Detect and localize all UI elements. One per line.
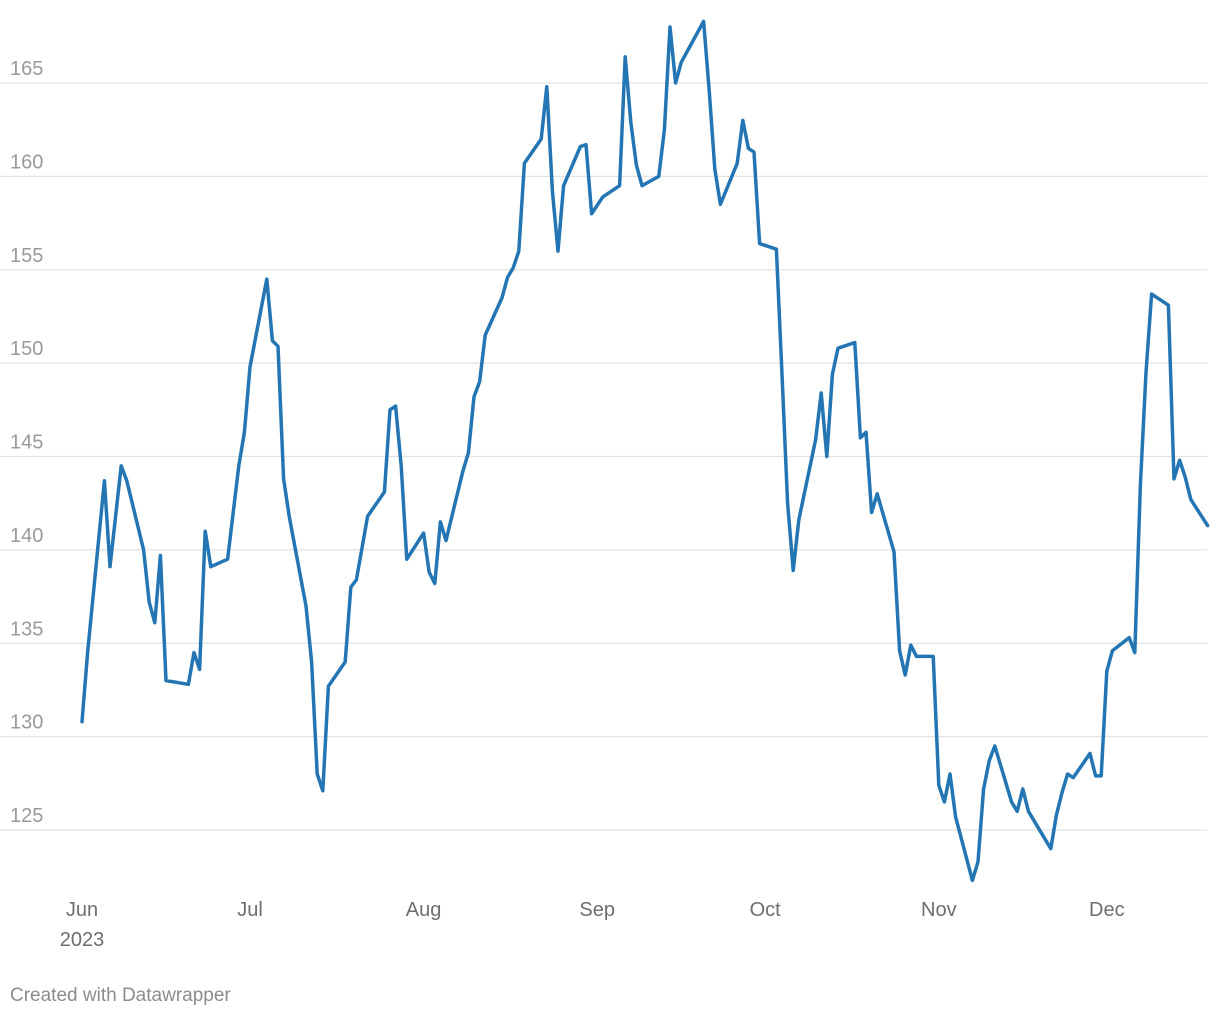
x-tick-label-jul: Jul	[237, 899, 263, 921]
y-tick-label-150: 150	[10, 338, 43, 360]
y-tick-label-160: 160	[10, 151, 43, 173]
series-layer	[80, 19, 1210, 883]
x-tick-label-jun: Jun	[66, 899, 98, 921]
series-line-0	[80, 19, 1210, 883]
line-chart: 125 130 135 140 145 150 155 160 165 Jun 2023 Jul Au…	[0, 19, 1210, 951]
y-tick-label-140: 140	[10, 525, 43, 547]
footer-credit: Created with Datawrapper	[10, 985, 231, 1006]
y-tick-label-125: 125	[10, 805, 43, 827]
x-tick-sublabel-year: 2023	[60, 929, 105, 951]
y-axis-tick-labels: 125 130 135 140 145 150 155 160 165	[10, 58, 43, 827]
x-tick-label-oct: Oct	[750, 899, 782, 921]
x-axis-tick-labels: Jun 2023 Jul Aug Sep Oct Nov Dec	[60, 899, 1125, 951]
y-tick-label-155: 155	[10, 245, 43, 267]
x-tick-label-sep: Sep	[579, 899, 615, 921]
x-tick-label-aug: Aug	[406, 899, 442, 921]
x-tick-label-nov: Nov	[921, 899, 957, 921]
y-tick-label-130: 130	[10, 712, 43, 734]
y-tick-label-165: 165	[10, 58, 43, 80]
x-tick-label-dec: Dec	[1089, 899, 1125, 921]
y-tick-label-135: 135	[10, 618, 43, 640]
y-tick-label-145: 145	[10, 432, 43, 454]
